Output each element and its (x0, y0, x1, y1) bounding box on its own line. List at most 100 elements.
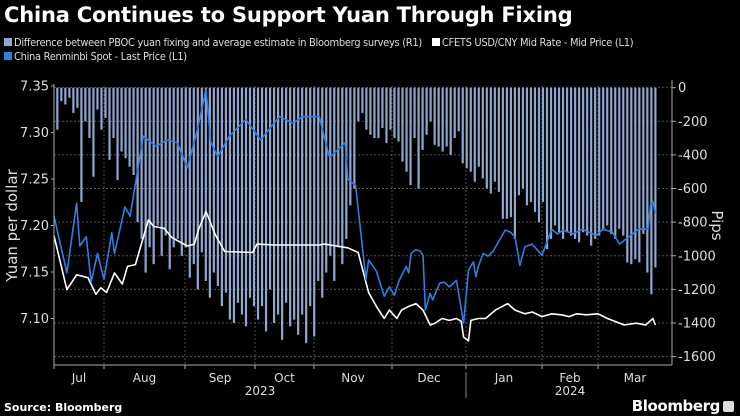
bar (529, 87, 533, 202)
legend-label: China Renminbi Spot - Last Price (L1) (14, 50, 187, 63)
left-axis-title: Yuan per dollar (3, 168, 21, 282)
bar (301, 87, 304, 315)
legend-swatch (4, 52, 12, 60)
bar (521, 87, 525, 189)
chart-title: China Continues to Support Yuan Through … (4, 3, 573, 27)
bar (590, 87, 593, 246)
bar (184, 87, 187, 248)
bar (112, 87, 115, 139)
bar (84, 87, 87, 122)
bar (152, 87, 155, 265)
bar (148, 87, 151, 248)
bar (256, 87, 260, 320)
bar (164, 87, 167, 236)
chart-icon (723, 401, 734, 412)
legend-label: Difference between PBOC yuan fixing and … (14, 36, 422, 49)
legend: Difference between PBOC yuan fixing and … (4, 36, 643, 49)
x-tick-label: Jul (71, 371, 86, 385)
source-note: Source: Bloomberg (4, 401, 123, 414)
bar (654, 87, 657, 268)
bar (401, 87, 404, 162)
bar (602, 87, 605, 231)
x-tick-label: Sep (209, 371, 232, 385)
right-tick-label: -1400 (678, 316, 716, 331)
bar (477, 87, 480, 167)
bar (353, 87, 356, 189)
bar (248, 87, 252, 298)
bar (533, 87, 537, 213)
bar (561, 87, 565, 239)
bar (325, 87, 328, 273)
cfets-mid-rate-line (53, 210, 657, 342)
bar (582, 87, 585, 233)
bar (485, 87, 488, 189)
bar (309, 87, 312, 307)
bar (120, 87, 123, 152)
bar (60, 87, 63, 102)
bar (541, 87, 545, 202)
bar (437, 87, 440, 147)
x-tick-label: Aug (133, 371, 156, 385)
bar (293, 87, 296, 320)
bar (108, 87, 111, 160)
left-tick-label: 7.15 (20, 266, 49, 281)
left-tick-label: 7.10 (20, 312, 49, 327)
bar (630, 87, 633, 265)
bar (501, 87, 504, 219)
bar (381, 87, 384, 129)
bar (104, 87, 107, 118)
right-tick-label: -1200 (678, 283, 716, 298)
x-tick-label: Dec (417, 371, 440, 385)
bar (610, 87, 613, 234)
bar (361, 87, 364, 113)
bar (96, 87, 99, 110)
bar (445, 87, 448, 147)
bar (136, 87, 139, 223)
bar (252, 87, 256, 307)
bar (100, 87, 103, 130)
bar (144, 87, 147, 273)
legend-item-bars: Difference between PBOC yuan fixing and … (4, 36, 422, 49)
bar (76, 87, 79, 108)
bar (614, 87, 617, 239)
left-tick-label: 7.25 (20, 173, 49, 188)
bar (64, 87, 67, 105)
bar (429, 87, 432, 122)
bar (204, 87, 207, 281)
x-tick-label: Feb (559, 371, 580, 385)
bar (228, 87, 232, 320)
bar (321, 87, 324, 298)
x-tick-label: Mar (624, 371, 647, 385)
bar (586, 87, 589, 236)
bar (497, 87, 500, 192)
bar (276, 87, 280, 315)
bar (413, 87, 416, 139)
bar (272, 87, 276, 323)
bar (425, 87, 428, 135)
bar (172, 87, 175, 248)
bar (240, 87, 244, 315)
bar (313, 87, 316, 337)
bar (578, 87, 581, 243)
bar (505, 87, 508, 219)
bar (473, 87, 476, 182)
bar (349, 87, 352, 206)
bar (337, 87, 340, 248)
bar (481, 87, 484, 179)
legend-item-spot: China Renminbi Spot - Last Price (L1) (4, 50, 187, 63)
bloomberg-logo: Bloomberg (632, 397, 734, 415)
year-label: 2023 (245, 384, 276, 398)
bar (537, 87, 541, 223)
bar (236, 87, 240, 303)
right-tick-label: 0 (678, 81, 686, 96)
bar (405, 87, 408, 172)
bar (493, 87, 496, 182)
bar (646, 87, 649, 273)
bar (457, 87, 460, 132)
bar (417, 87, 420, 189)
bar (594, 87, 597, 239)
bar (525, 87, 529, 206)
bar (642, 87, 645, 234)
legend-item-cfets: CFETS USD/CNY Mid Rate - Mid Price (L1) (431, 36, 634, 49)
bar (329, 87, 332, 256)
